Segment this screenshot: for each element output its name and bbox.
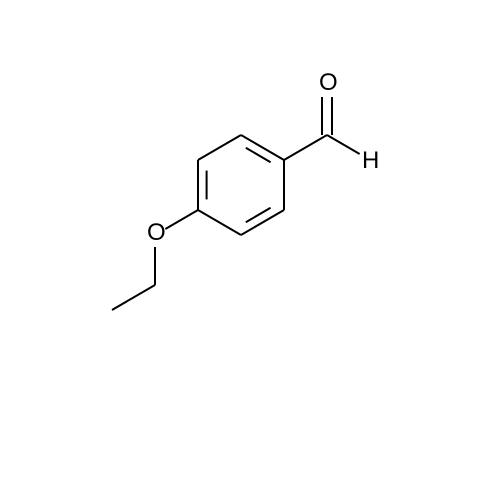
atom-label-h: H — [362, 147, 379, 174]
molecule-svg: O O H — [0, 0, 500, 500]
diagram-canvas: O O H — [0, 0, 500, 500]
atom-label-o: O — [147, 219, 166, 246]
background — [0, 0, 500, 500]
atom-label-o: O — [319, 69, 338, 96]
